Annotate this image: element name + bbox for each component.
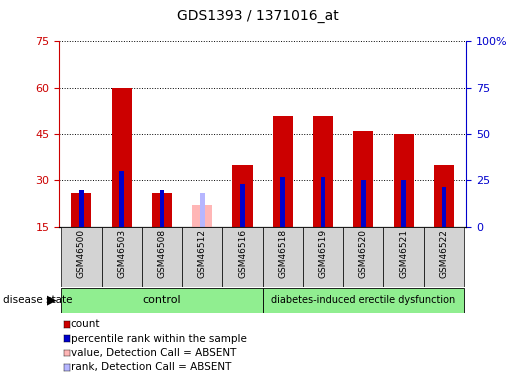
Bar [361,180,366,227]
Text: GSM46520: GSM46520 [359,229,368,278]
Bar [142,227,182,287]
Text: GSM46503: GSM46503 [117,229,126,278]
Bar [61,227,101,287]
Text: GSM46518: GSM46518 [278,229,287,278]
Text: disease state: disease state [3,296,72,305]
Bar [200,193,204,227]
Bar [280,177,285,227]
Text: rank, Detection Call = ABSENT: rank, Detection Call = ABSENT [71,362,231,372]
Bar [263,288,464,313]
Bar [441,187,447,227]
Bar [192,205,212,227]
Bar [71,193,92,227]
Bar [384,227,424,287]
Bar [273,116,293,227]
Bar [240,184,245,227]
Bar [343,227,384,287]
Text: GSM46516: GSM46516 [238,229,247,278]
Bar [263,227,303,287]
Text: GSM46508: GSM46508 [158,229,166,278]
Bar [393,134,414,227]
Bar [112,88,132,227]
Bar [101,227,142,287]
Text: diabetes-induced erectile dysfunction: diabetes-induced erectile dysfunction [271,296,455,305]
Bar [79,190,84,227]
Bar [303,227,343,287]
Bar [119,171,124,227]
Bar [61,288,263,313]
Text: value, Detection Call = ABSENT: value, Detection Call = ABSENT [71,348,236,358]
Text: GSM46522: GSM46522 [439,229,449,278]
Bar [353,131,373,227]
Bar [232,165,252,227]
Bar [313,116,333,227]
Text: percentile rank within the sample: percentile rank within the sample [71,334,247,344]
Bar [182,227,222,287]
Bar [434,165,454,227]
Bar [160,190,164,227]
Bar [401,180,406,227]
Text: GSM46512: GSM46512 [198,229,207,278]
Bar [152,193,172,227]
Bar [424,227,464,287]
Text: GDS1393 / 1371016_at: GDS1393 / 1371016_at [177,9,338,23]
Bar [321,177,325,227]
Text: GSM46519: GSM46519 [319,229,328,278]
Bar [222,227,263,287]
Text: ▶: ▶ [47,294,57,307]
Text: control: control [143,296,181,305]
Text: count: count [71,320,100,329]
Text: GSM46521: GSM46521 [399,229,408,278]
Text: GSM46500: GSM46500 [77,229,86,278]
